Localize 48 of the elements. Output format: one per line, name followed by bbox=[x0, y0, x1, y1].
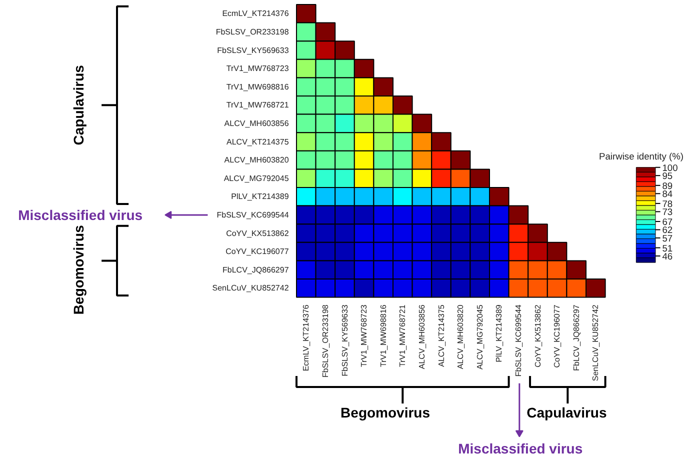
x-tick-label: FbSLSV_KC699544 bbox=[514, 304, 523, 377]
color-bar-label: 78 bbox=[662, 198, 673, 209]
x-tick-label: SenLCuV_KU852742 bbox=[591, 304, 600, 382]
x-tick-label: CoYV_KX513862 bbox=[533, 304, 542, 368]
color-bar-label: 46 bbox=[662, 251, 673, 262]
y-tick-label: SenLCuV_KU852742 bbox=[212, 284, 290, 293]
text: Begomovirus bbox=[70, 224, 86, 315]
y-tick-label: ALCV_KT214375 bbox=[226, 137, 290, 146]
y-tick-label: FbSLSV_KC699544 bbox=[216, 210, 290, 220]
x-tick-label: ALCV_KT214375 bbox=[436, 304, 446, 367]
text: Misclassified virus bbox=[18, 206, 143, 223]
x-tick-label: ALCV_MG792045 bbox=[475, 304, 484, 370]
x-tick-label: FbLCV_JQ866297 bbox=[572, 304, 581, 371]
y-tick-label: ALCV_MH603856 bbox=[224, 118, 290, 128]
text: Capulavirus bbox=[70, 64, 86, 146]
color-bar-label: 84 bbox=[662, 189, 673, 200]
color-bar-label: 51 bbox=[662, 243, 673, 254]
color-bar-label: 67 bbox=[662, 217, 673, 228]
color-bar-label: 100 bbox=[662, 162, 678, 173]
y-tick-label: TrV1_MW768723 bbox=[226, 64, 290, 74]
y-tick-label: EcmLV_KT214376 bbox=[222, 9, 290, 18]
x-tick-label: TrV1_MW698816 bbox=[378, 304, 388, 368]
x-tick-label: ALCV_MH603856 bbox=[417, 304, 426, 370]
text: Misclassified virus bbox=[458, 440, 583, 456]
x-tick-label: TrV1_MW768721 bbox=[398, 304, 408, 368]
color-bar-label: 89 bbox=[662, 180, 673, 191]
color-bar-label: 95 bbox=[662, 171, 673, 182]
y-tick-label: CoYV_KC196077 bbox=[226, 247, 290, 256]
x-tick-label: PlLV_KT214389 bbox=[494, 304, 504, 362]
x-tick-label: CoYV_KC196077 bbox=[552, 304, 562, 368]
text: Begomovirus bbox=[340, 404, 430, 421]
x-tick-label: FbSLSV_KY569633 bbox=[340, 304, 350, 376]
y-tick-label: FbLCV_JQ866297 bbox=[222, 265, 290, 274]
y-tick-label: FbSLSV_OR233198 bbox=[216, 27, 290, 36]
color-bar-title: Pairwise identity (%) bbox=[599, 151, 684, 162]
x-tick-label: TrV1_MW768723 bbox=[360, 304, 369, 368]
color-bar-label: 62 bbox=[662, 225, 673, 236]
color-bar-label: 57 bbox=[662, 233, 673, 244]
y-tick-label: CoYV_KX513862 bbox=[226, 228, 290, 238]
y-tick-label: ALCV_MH603820 bbox=[224, 156, 290, 165]
y-tick-label: PlLV_KT214389 bbox=[231, 192, 290, 202]
x-tick-label: ALCV_MH603820 bbox=[456, 304, 466, 370]
y-tick-label: FbSLSV_KY569633 bbox=[217, 46, 290, 55]
text: Capulavirus bbox=[526, 404, 607, 421]
color-bar-label: 73 bbox=[662, 207, 673, 218]
y-tick-label: TrV1_MW698816 bbox=[226, 82, 290, 92]
y-tick-label: TrV1_MW768721 bbox=[226, 100, 290, 110]
y-tick-label: ALCV_MG792045 bbox=[224, 174, 290, 183]
